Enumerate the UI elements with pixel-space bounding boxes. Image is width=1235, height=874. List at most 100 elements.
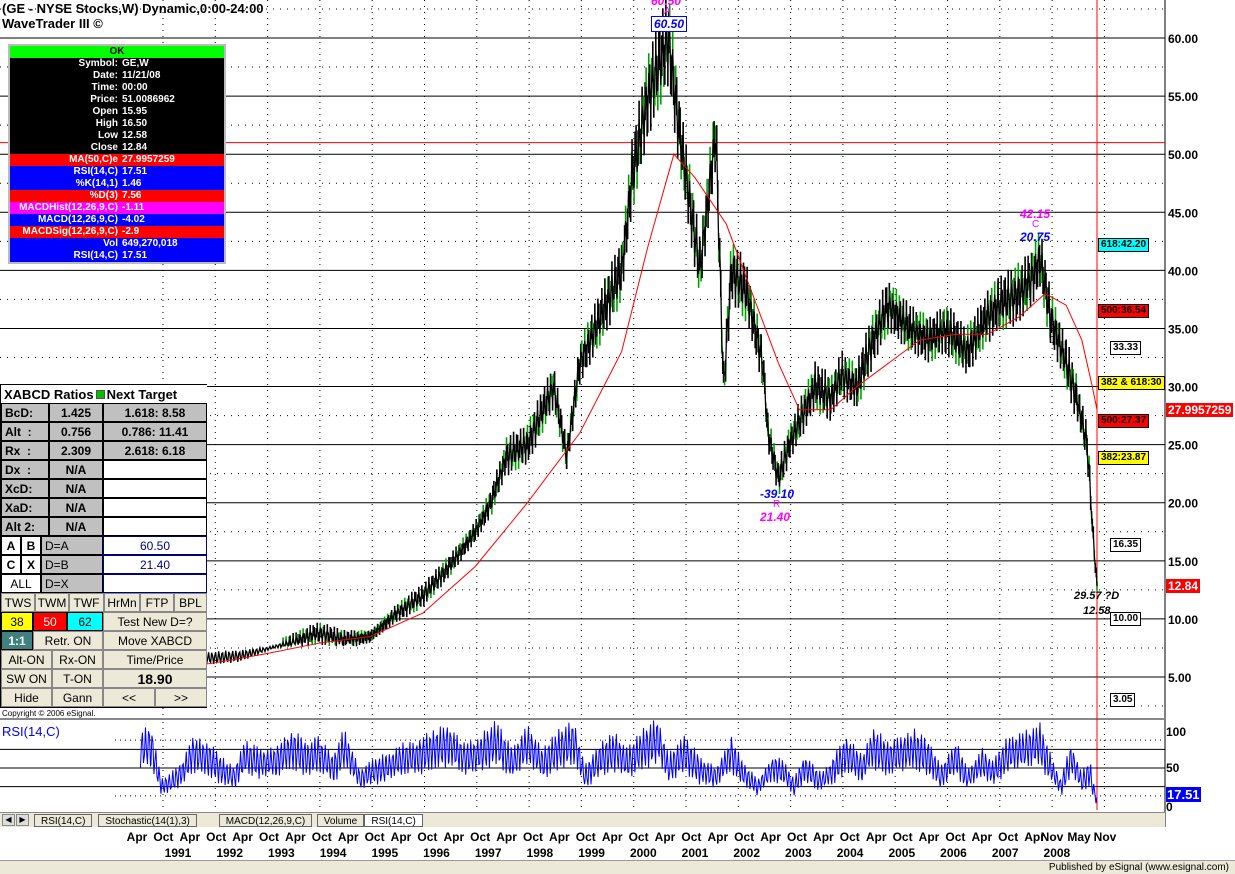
test-new-d-button[interactable]: Test New D=?	[103, 612, 207, 631]
point-a-top-label: 60.50	[651, 0, 682, 8]
hide-button[interactable]: Hide	[1, 688, 52, 707]
data-field-label: MACDHist(12,26,9,C)	[19, 202, 118, 213]
data-field-label: %D(3)	[89, 190, 118, 201]
month-tick-label: Oct	[945, 830, 966, 844]
level-62-button[interactable]: 62	[67, 612, 103, 631]
price-tick-label: 15.00	[1168, 555, 1198, 569]
study-tab[interactable]: MACD(12,26,9,C)	[218, 814, 313, 827]
hrmn-button[interactable]: HrMn	[104, 593, 140, 612]
ftp-button[interactable]: FTP	[140, 593, 174, 612]
fib-target-label: 33.33	[1110, 340, 1142, 355]
point-a-button[interactable]: A	[1, 536, 21, 555]
tws-button[interactable]: TWS	[1, 593, 35, 612]
data-field-value: GE,W	[122, 58, 149, 69]
data-field-label: MACDSig(12,26,9,C)	[22, 226, 118, 237]
d-equals-a-label: D=A	[41, 536, 103, 555]
month-tick-label: Apr	[390, 830, 412, 844]
data-window-row: Price: 51.0086962	[10, 94, 224, 106]
price-tick-label: 40.00	[1168, 264, 1198, 278]
move-xabcd-button[interactable]: Move XABCD	[103, 631, 207, 650]
gann-button[interactable]: Gann	[52, 688, 103, 707]
scroll-left-icon[interactable]: ◀	[2, 814, 15, 826]
scroll-right-icon[interactable]: ▶	[16, 814, 29, 826]
study-tab[interactable]: RSI(14,C)	[34, 814, 93, 827]
rsi-tick-0: 0	[1166, 800, 1173, 814]
data-field-value: 27.9957259	[122, 154, 175, 165]
data-window-row: MACD(12,26,9,C) -4.02	[10, 214, 224, 226]
ratio-target	[103, 498, 207, 517]
d-equals-a-value: 60.50	[103, 536, 207, 555]
year-tick-label: 2003	[785, 846, 812, 860]
alt-on-button[interactable]: Alt-ON	[1, 650, 52, 669]
month-tick-label: Apr	[285, 830, 306, 844]
study-tabs-bar: ◀ ▶ RSI(14,C) Stochastic(14(1),3) MACD(12,…	[0, 812, 1165, 827]
ratio-row: Dx : N/A	[1, 460, 207, 479]
ratio-1-1-button[interactable]: 1:1	[1, 631, 33, 650]
data-field-value: 51.0086962	[122, 94, 175, 105]
price-tick-label: 60.00	[1168, 32, 1198, 46]
ratio-label: Rx :	[1, 441, 49, 460]
study-tab[interactable]: Volume	[316, 814, 365, 827]
month-tick-label: Apr	[971, 830, 993, 844]
data-field-value: 15.95	[122, 106, 148, 117]
d-equals-b-value: 21.40	[103, 555, 207, 574]
point-b-bottom-label: 21.40	[760, 510, 791, 524]
ratio-target: 2.618: 6.18	[103, 441, 207, 460]
rsi-series-line	[139, 720, 1098, 804]
data-field-value: 11/21/08	[122, 70, 161, 81]
data-window-row: Vol 649,270,018	[10, 238, 224, 250]
next-button[interactable]: >>	[155, 688, 207, 707]
level-38-button[interactable]: 38	[1, 612, 33, 631]
data-field-value: 00:00	[122, 82, 148, 93]
ratio-row: Alt :0.756 0.786: 11.41	[1, 422, 207, 441]
ratio-row: BcD: 1.425 1.618: 8.58	[1, 403, 207, 422]
month-tick-label: Apr	[813, 830, 834, 844]
month-tick-label: Oct	[839, 830, 860, 844]
data-field-label: MACD(12,26,9,C)	[37, 214, 118, 225]
study-tab[interactable]: RSI(14,C)	[364, 814, 423, 827]
year-tick-label: 2002	[733, 846, 761, 860]
year-tick-label: 2001	[681, 846, 709, 860]
sw-on-button[interactable]: SW ON	[1, 669, 52, 688]
xabcd-header: XABCD Ratios	[4, 387, 94, 402]
ratio-label: XcD:	[1, 479, 49, 498]
point-b-button[interactable]: B	[21, 536, 41, 555]
all-points-button[interactable]: ALL	[1, 574, 41, 593]
ma-price-label: 27.9957259	[1166, 403, 1234, 417]
d-equals-x-value	[103, 574, 207, 593]
retr-on-button[interactable]: Retr. ON	[33, 631, 103, 650]
year-tick-label: 2004	[836, 846, 864, 860]
rx-on-button[interactable]: Rx-ON	[52, 650, 103, 669]
time-price-button[interactable]: Time/Price	[103, 650, 207, 669]
data-window-row: Time: 00:00	[10, 82, 224, 94]
twm-button[interactable]: TWM	[35, 593, 69, 612]
fib-target-label: 382:23.87	[1098, 450, 1150, 465]
previous-button[interactable]: <<	[103, 688, 155, 707]
data-field-label: Symbol:	[78, 58, 118, 69]
level-50-button[interactable]: 50	[33, 612, 67, 631]
data-field-value: -4.02	[122, 214, 145, 225]
month-tick-label: Oct	[628, 830, 649, 844]
point-x-button[interactable]: X	[21, 555, 41, 574]
point-a-value: 60.50	[651, 16, 688, 32]
price-tick-label: 10.00	[1168, 613, 1198, 627]
data-field-label: Open	[92, 106, 118, 117]
year-tick-label: 1995	[371, 846, 399, 860]
xabcd-panel: XABCD Ratios Next Target BcD: 1.425 1.618: …	[0, 384, 207, 708]
twf-button[interactable]: TWF	[69, 593, 104, 612]
year-tick-label: 1999	[578, 846, 605, 860]
rsi-panel-label: RSI(14,C)	[2, 724, 60, 739]
month-tick-label: Apr	[443, 830, 465, 844]
rsi-tick-50: 50	[1166, 761, 1180, 775]
point-c-button[interactable]: C	[1, 555, 21, 574]
point-c-top-label: 42.15	[1020, 207, 1051, 221]
ratio-target: 0.786: 11.41	[103, 422, 207, 441]
data-window-row: High 16.50	[10, 118, 224, 130]
month-tick-label: Oct	[206, 830, 227, 844]
month-tick-label: Oct	[681, 830, 702, 844]
month-tick-label: Apr	[549, 830, 570, 844]
ratio-label: Alt :	[1, 422, 49, 441]
bpl-button[interactable]: BPL	[174, 593, 207, 612]
study-tab[interactable]: Stochastic(14(1),3)	[98, 814, 197, 827]
t-on-button[interactable]: T-ON	[52, 669, 103, 688]
